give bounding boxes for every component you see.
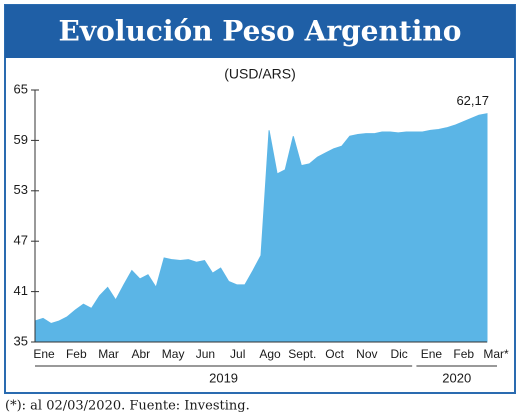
x-tick-label: Sept. (288, 347, 316, 361)
x-tick-label: Feb (66, 347, 87, 361)
y-tick-label: 59 (14, 132, 28, 147)
y-tick-label: 41 (14, 283, 28, 298)
x-tick-label: Jun (196, 347, 215, 361)
x-tick-label: Oct (325, 347, 344, 361)
x-tick-label: Ago (259, 347, 281, 361)
x-tick-label: Mar* (483, 347, 509, 361)
x-tick-label: Jul (230, 347, 245, 361)
y-tick-label: 53 (14, 182, 28, 197)
x-tick-label: Feb (453, 347, 474, 361)
x-tick-label: May (162, 347, 185, 361)
year-label: 2019 (209, 370, 238, 385)
area (34, 113, 488, 343)
x-tick-label: Nov (356, 347, 377, 361)
x-tick-label: Abr (132, 347, 151, 361)
y-tick-label: 35 (14, 333, 28, 348)
x-tick-label: Mar (98, 347, 119, 361)
x-tick-label: Dic (390, 347, 407, 361)
value-label: 62,17 (456, 93, 489, 108)
x-tick-label: Ene (421, 347, 443, 361)
x-tick-label: Ene (33, 347, 55, 361)
chart-subtitle: (USD/ARS) (224, 66, 296, 82)
y-tick-label: 65 (14, 81, 28, 96)
year-label: 2020 (442, 370, 471, 385)
title-banner (5, 5, 515, 58)
chart-title: Evolución Peso Argentino (59, 15, 462, 48)
y-tick-label: 47 (14, 233, 28, 248)
footnote: (*): al 02/03/2020. Fuente: Investing. (5, 399, 250, 414)
